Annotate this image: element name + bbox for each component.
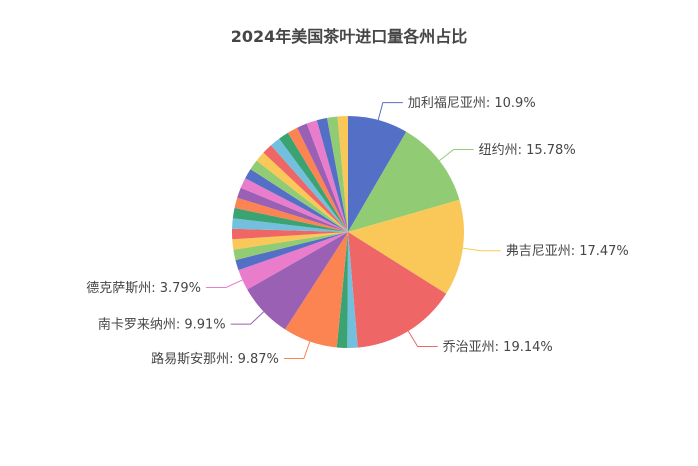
slice-label: 纽约州: 15.78% [479, 143, 576, 158]
pie-slice-弗吉尼亚州[interactable] [348, 199, 464, 294]
pie-slice[interactable] [250, 160, 348, 232]
pie-slice[interactable] [232, 218, 348, 232]
labels: 加利福尼亚州: 10.9% 纽约州: 15.78% 弗吉尼亚州: 17.47% 乔治亚… [86, 96, 629, 367]
pie-slice[interactable] [234, 197, 348, 232]
pie-slice-南卡罗来纳州[interactable] [247, 232, 348, 330]
pie-slice-乔治亚州[interactable] [348, 232, 447, 348]
slice-label: 德克萨斯州: 3.79% [86, 281, 201, 296]
pie-slice[interactable] [240, 178, 348, 232]
pie-slice[interactable] [231, 228, 348, 240]
pie-slice[interactable] [232, 207, 348, 232]
pie-slice[interactable] [279, 132, 348, 232]
slice-label: 路易斯安那州: 9.87% [151, 351, 279, 367]
chart-title: 2024年美国茶叶进口量各州占比 [231, 27, 468, 46]
label-line [283, 341, 311, 360]
pie-slice[interactable] [316, 117, 348, 232]
pie-slice-纽约州[interactable] [348, 131, 460, 232]
pie-slice[interactable] [336, 232, 348, 348]
slices [231, 116, 464, 348]
pie-slice[interactable] [306, 120, 348, 232]
slice-label: 弗吉尼亚州: 17.47% [506, 244, 629, 259]
pie-slice[interactable] [232, 232, 348, 250]
label-line [462, 247, 501, 252]
slice-label: 南卡罗来纳州: 9.91% [98, 317, 226, 333]
pie-slice[interactable] [287, 127, 348, 232]
pie-slice[interactable] [337, 116, 348, 232]
pie-slice[interactable] [347, 232, 358, 348]
pie-slice[interactable] [327, 116, 348, 232]
slice-label: 加利福尼亚州: 10.9% [408, 96, 536, 111]
pie-slice-德克萨斯州[interactable] [238, 232, 348, 290]
label-line [377, 102, 403, 121]
pie-slice[interactable] [263, 145, 348, 232]
pie-slice-加利福尼亚州[interactable] [348, 116, 407, 232]
pie-slice[interactable] [233, 232, 348, 261]
label-line [230, 311, 265, 325]
pie-slice-路易斯安那州[interactable] [285, 232, 348, 348]
pie-slice[interactable] [256, 152, 348, 232]
pie-slice[interactable] [245, 169, 348, 232]
label-line [206, 279, 243, 288]
pie-slice[interactable] [237, 187, 348, 232]
slice-label: 乔治亚州: 19.14% [443, 340, 553, 355]
pie-slice[interactable] [270, 138, 348, 232]
pie-slice[interactable] [297, 123, 348, 232]
label-line [407, 330, 438, 347]
label-line [439, 149, 474, 161]
pie-slice[interactable] [235, 232, 348, 271]
